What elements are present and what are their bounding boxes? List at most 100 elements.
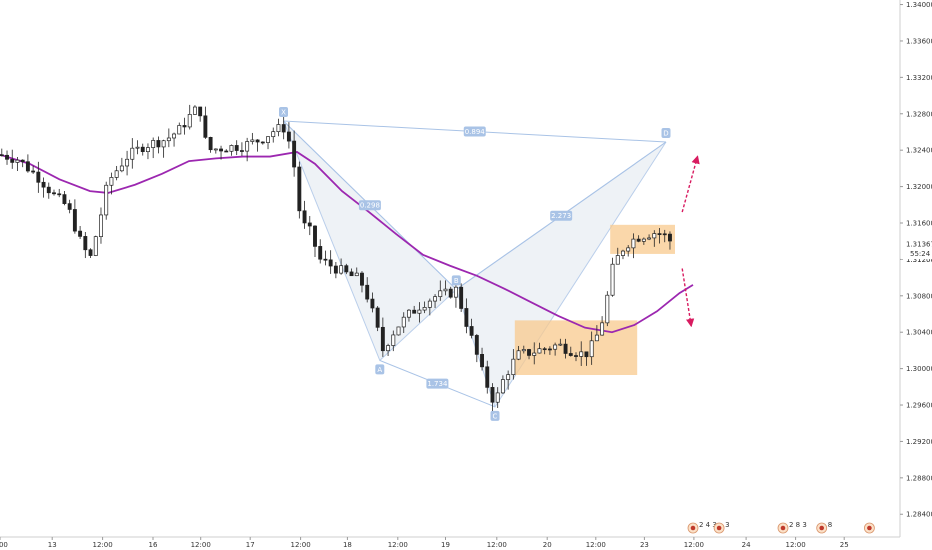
- time-tick-label: 25: [840, 541, 849, 549]
- candle-body: [36, 171, 41, 183]
- time-tick-label: 17: [246, 541, 255, 549]
- pattern-ratio-badge: [426, 378, 449, 389]
- candle-body: [490, 387, 495, 403]
- candle-body: [448, 288, 453, 298]
- candle-body: [187, 114, 192, 128]
- candle-body: [130, 147, 135, 160]
- time-tick-label: 12:00: [93, 541, 113, 549]
- candle-body: [511, 358, 516, 376]
- price-tick-label: 1.32400: [906, 147, 932, 155]
- candle-body: [146, 147, 150, 153]
- price-tick-label: 1.32000: [906, 183, 932, 191]
- candle-body: [391, 334, 396, 346]
- candle-body: [208, 137, 213, 151]
- candle-body: [480, 354, 484, 368]
- candle-body: [250, 139, 255, 142]
- time-tick-label: 20: [543, 541, 552, 549]
- candle-body: [527, 349, 531, 356]
- price-tick-label: 1.30800: [906, 292, 932, 300]
- candle-body: [109, 177, 114, 186]
- candle-body: [266, 136, 270, 143]
- candle-body: [166, 137, 171, 142]
- candle-body: [25, 161, 30, 172]
- price-tick-label: 1.31600: [906, 219, 932, 227]
- candle-body: [500, 379, 505, 394]
- candle-body: [67, 203, 72, 210]
- price-tick-label: 1.28400: [906, 511, 932, 519]
- candle-body: [5, 154, 9, 160]
- candle-body: [224, 150, 229, 153]
- candle-body: [198, 106, 203, 117]
- candle-body: [521, 349, 526, 352]
- candle-body: [574, 355, 578, 357]
- candle-body: [360, 272, 364, 286]
- pattern-ratio-label: 0.298: [360, 202, 380, 210]
- candle-body: [662, 233, 667, 236]
- price-zone-1: [514, 320, 638, 375]
- candle-body: [245, 141, 250, 152]
- candle-body: [516, 350, 521, 360]
- price-tick-label: 1.29600: [906, 402, 932, 410]
- candle-body: [495, 392, 500, 403]
- time-tick-label: 13: [48, 541, 57, 549]
- candle-body: [31, 170, 36, 173]
- event-flag-dot: [716, 525, 722, 531]
- candle-body: [636, 238, 641, 242]
- pattern-point-label-b: B: [454, 277, 459, 285]
- pattern-triangle-xab: [283, 120, 458, 362]
- candle-body: [553, 344, 558, 350]
- time-tick-label: 2:00: [0, 541, 8, 549]
- candle-body: [469, 326, 474, 336]
- time-tick-label: 19: [441, 541, 450, 549]
- time-axis[interactable]: 2:00 13 12:00 16 12:00 17 12:00 18 12:00 19 12:00 2…: [0, 536, 900, 549]
- candle-body: [307, 222, 312, 227]
- candle-body: [474, 335, 479, 355]
- candle-body: [354, 272, 359, 277]
- candle-body: [365, 284, 370, 300]
- candle-body: [93, 236, 98, 256]
- candle-body: [182, 125, 187, 128]
- candle-body: [239, 150, 244, 152]
- price-tick-label: 1.32800: [906, 110, 932, 118]
- price-axis[interactable]: 1.34000 1.33600 1.33200 1.32800 1.32400 1.320…: [899, 0, 932, 537]
- candle-body: [135, 146, 140, 149]
- economic-event-markers[interactable]: 2 4 3 3 2 8 3 8: [687, 521, 875, 534]
- candle-body: [41, 181, 46, 188]
- price-tick-label: 1.31200: [906, 256, 932, 264]
- candle-body: [542, 348, 547, 351]
- candle-body: [396, 326, 401, 336]
- candle-body: [313, 225, 317, 247]
- event-count-label: 2 8 3: [789, 521, 807, 529]
- candle-body: [563, 343, 568, 354]
- candle-body: [99, 214, 103, 237]
- candle-body: [657, 233, 662, 235]
- pattern-point-badge-b: [451, 275, 461, 286]
- time-tick-label: 12:00: [586, 541, 606, 549]
- candle-body: [386, 345, 391, 352]
- candle-body: [594, 334, 599, 342]
- pattern-point-badge-c: [490, 410, 500, 421]
- time-tick-label: 16: [149, 541, 158, 549]
- candle-body: [339, 265, 344, 274]
- candle-body: [668, 233, 672, 242]
- candle-body: [380, 326, 385, 352]
- candle-body: [297, 166, 302, 212]
- candle-body: [156, 140, 161, 148]
- candle-body: [192, 106, 197, 115]
- projection-arrows: [681, 155, 700, 328]
- price-tick-label: 1.33200: [906, 74, 932, 82]
- candlestick-series: [0, 104, 672, 412]
- candle-body: [15, 159, 20, 163]
- pattern-ratio-label: 1.734: [427, 380, 448, 388]
- time-tick-label: 12:00: [388, 541, 408, 549]
- candle-body: [438, 290, 443, 298]
- candle-body: [114, 170, 119, 178]
- pattern-ratio-badge: [550, 210, 573, 221]
- event-flag-dot: [819, 525, 824, 531]
- candle-body: [88, 249, 93, 256]
- candle-body: [427, 300, 432, 308]
- candle-body: [260, 141, 265, 144]
- candle-body: [151, 140, 156, 148]
- candle-body: [83, 236, 88, 251]
